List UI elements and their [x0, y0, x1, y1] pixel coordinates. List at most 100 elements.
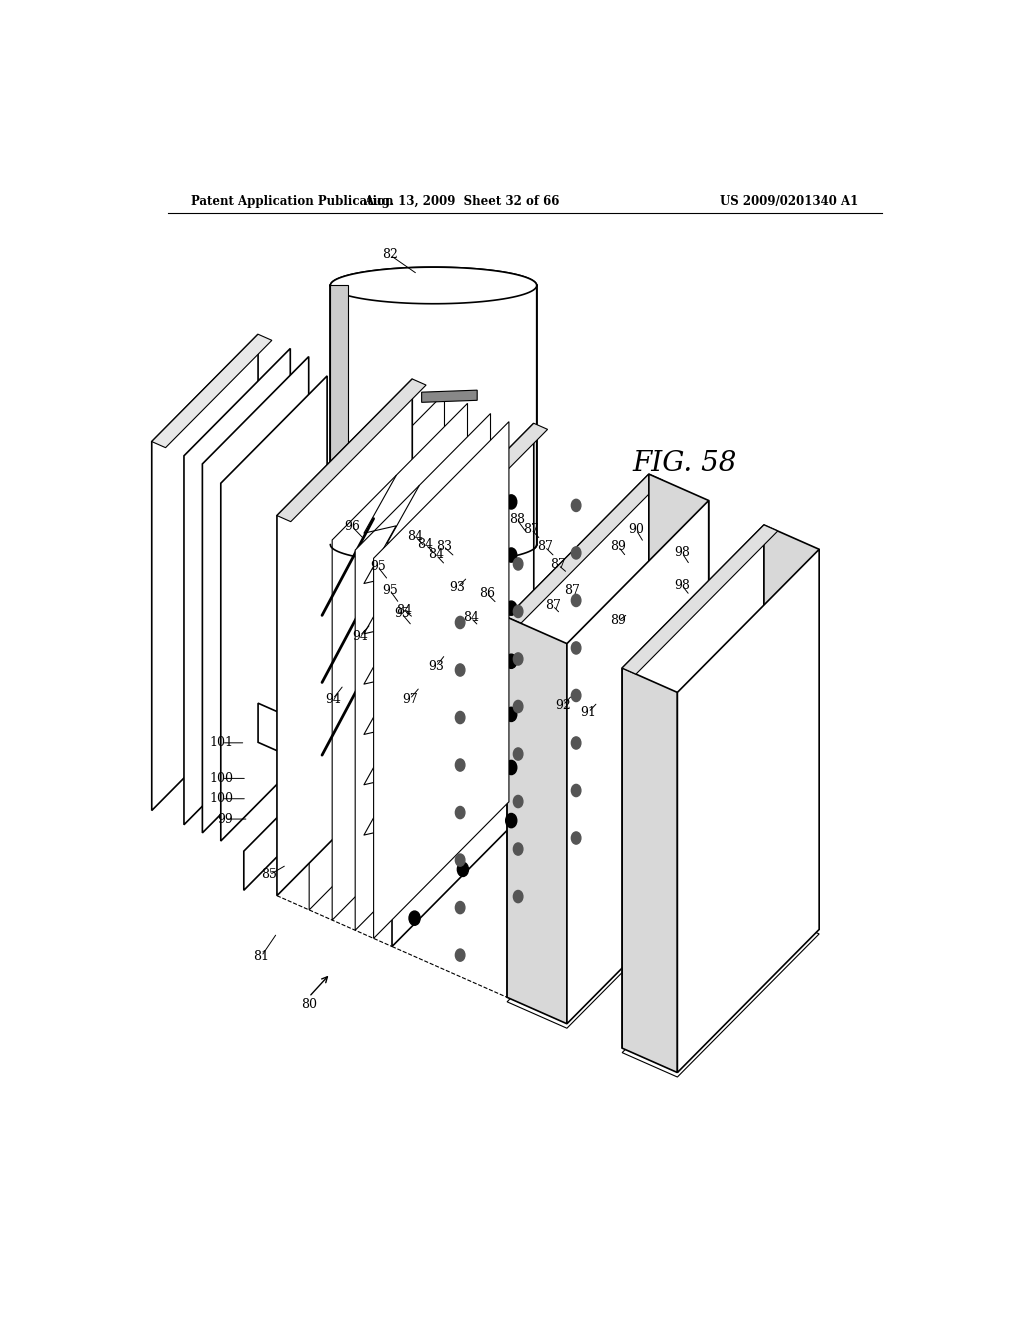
Text: 96: 96 [344, 520, 359, 533]
Circle shape [506, 708, 517, 722]
Text: FIG. 58: FIG. 58 [632, 450, 736, 477]
Polygon shape [392, 424, 534, 946]
Polygon shape [355, 413, 490, 931]
Text: 83: 83 [436, 540, 452, 553]
Text: 98: 98 [674, 578, 690, 591]
Text: 95: 95 [382, 583, 397, 597]
Text: 94: 94 [352, 630, 368, 643]
Text: 84: 84 [396, 605, 413, 618]
Polygon shape [276, 379, 426, 521]
Polygon shape [623, 525, 778, 675]
Polygon shape [623, 525, 764, 1048]
Polygon shape [649, 474, 709, 880]
Polygon shape [567, 500, 709, 1024]
Circle shape [456, 949, 465, 961]
Polygon shape [309, 393, 444, 909]
Polygon shape [764, 525, 819, 929]
Circle shape [409, 698, 420, 713]
Text: 88: 88 [509, 512, 525, 525]
Circle shape [409, 593, 420, 607]
Polygon shape [276, 379, 413, 896]
Polygon shape [623, 668, 678, 1073]
Polygon shape [392, 424, 548, 573]
Text: 93: 93 [428, 660, 443, 673]
Polygon shape [507, 537, 709, 706]
Polygon shape [331, 285, 348, 545]
Circle shape [409, 751, 420, 766]
Polygon shape [623, 587, 819, 755]
Polygon shape [507, 779, 709, 948]
Polygon shape [152, 334, 272, 447]
Text: 94: 94 [325, 693, 341, 706]
Polygon shape [623, 829, 819, 997]
Text: 82: 82 [382, 248, 398, 261]
Circle shape [456, 854, 465, 866]
Circle shape [506, 601, 517, 615]
Circle shape [571, 594, 581, 606]
Text: 81: 81 [253, 950, 269, 962]
Polygon shape [507, 496, 709, 667]
Circle shape [506, 548, 517, 562]
Polygon shape [507, 738, 709, 907]
Circle shape [456, 902, 465, 913]
Circle shape [458, 544, 468, 558]
Polygon shape [507, 474, 663, 623]
Text: 87: 87 [523, 523, 539, 536]
Text: 99: 99 [217, 813, 232, 825]
Circle shape [513, 796, 523, 808]
Circle shape [506, 813, 517, 828]
Polygon shape [507, 859, 709, 1028]
Circle shape [409, 805, 420, 818]
Polygon shape [507, 618, 567, 1024]
Polygon shape [623, 548, 819, 714]
Polygon shape [623, 789, 819, 956]
Text: 98: 98 [674, 546, 690, 560]
Text: 95: 95 [394, 607, 410, 620]
Text: 92: 92 [555, 698, 570, 711]
Polygon shape [507, 698, 709, 867]
Polygon shape [507, 577, 709, 747]
Circle shape [456, 616, 465, 628]
Text: 84: 84 [418, 539, 433, 552]
Text: Aug. 13, 2009  Sheet 32 of 66: Aug. 13, 2009 Sheet 32 of 66 [364, 194, 559, 207]
Circle shape [458, 704, 468, 717]
Polygon shape [422, 391, 477, 403]
Circle shape [409, 858, 420, 873]
Text: 90: 90 [628, 523, 644, 536]
Polygon shape [623, 909, 819, 1077]
Text: 100: 100 [210, 792, 233, 805]
Circle shape [571, 832, 581, 843]
Polygon shape [332, 404, 468, 920]
Circle shape [409, 645, 420, 660]
Circle shape [513, 653, 523, 665]
Circle shape [458, 862, 468, 876]
Polygon shape [623, 709, 819, 875]
Polygon shape [221, 376, 327, 841]
Text: 84: 84 [463, 611, 479, 624]
Text: 101: 101 [210, 737, 233, 750]
Text: 89: 89 [610, 540, 627, 553]
Polygon shape [623, 870, 819, 1036]
Circle shape [571, 546, 581, 558]
Circle shape [571, 737, 581, 748]
Polygon shape [623, 668, 819, 836]
Text: 89: 89 [610, 614, 627, 627]
Circle shape [456, 759, 465, 771]
Text: 95: 95 [370, 561, 386, 573]
Polygon shape [203, 356, 308, 833]
Text: 93: 93 [450, 581, 465, 594]
Polygon shape [331, 267, 537, 304]
Circle shape [456, 664, 465, 676]
Text: 87: 87 [537, 540, 553, 553]
Polygon shape [331, 267, 537, 562]
Circle shape [456, 807, 465, 818]
Text: 97: 97 [401, 693, 418, 706]
Circle shape [513, 748, 523, 760]
Text: Patent Application Publication: Patent Application Publication [191, 194, 394, 207]
Circle shape [458, 756, 468, 771]
Circle shape [513, 891, 523, 903]
Polygon shape [507, 657, 709, 828]
Circle shape [506, 760, 517, 775]
Text: 84: 84 [408, 531, 423, 543]
Circle shape [513, 701, 523, 713]
